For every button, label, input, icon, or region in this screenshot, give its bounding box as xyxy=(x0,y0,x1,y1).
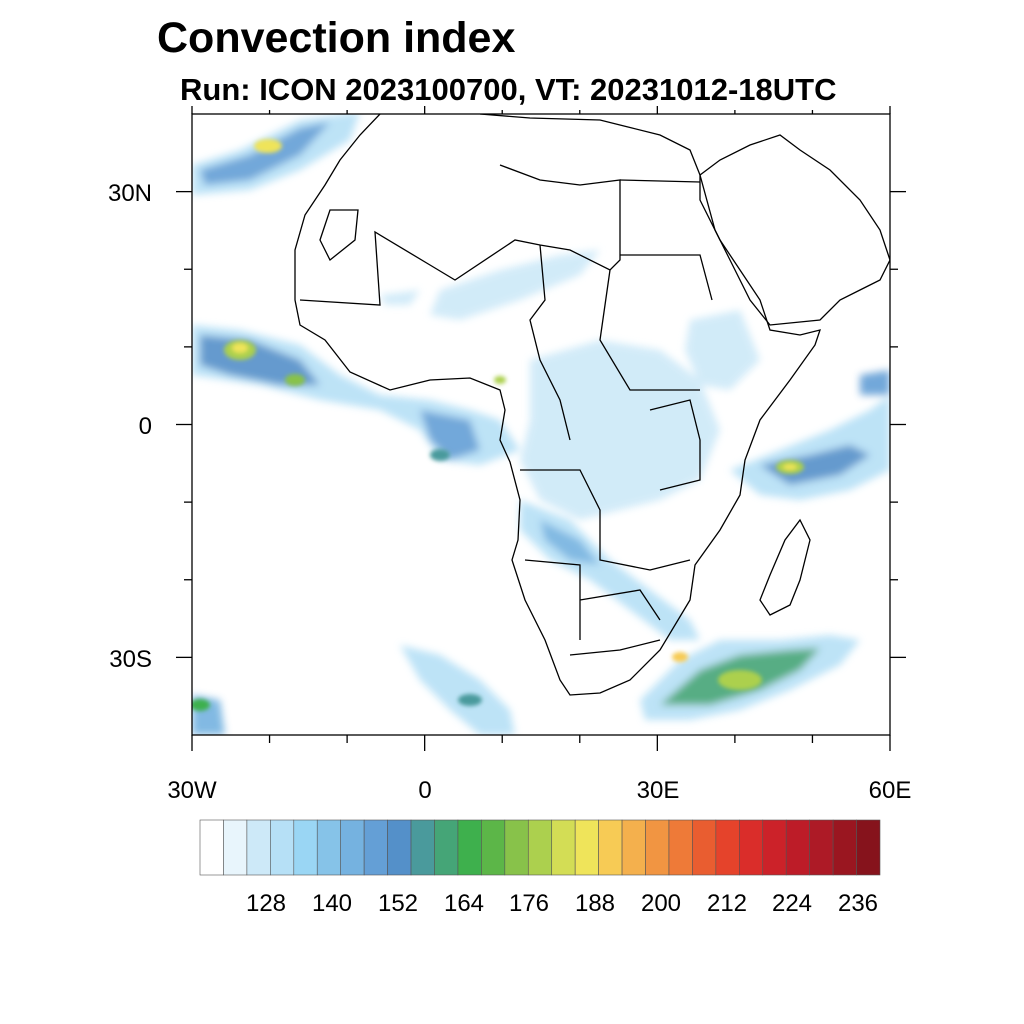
colorbar-swatch xyxy=(668,819,693,876)
colorbar-swatch xyxy=(715,819,740,876)
lat-label-30s: 30S xyxy=(109,646,152,673)
lon-label-0: 0 xyxy=(418,777,431,804)
colorbar-swatch xyxy=(809,819,834,876)
colorbar-swatch xyxy=(621,819,646,876)
colorbar-swatch xyxy=(574,819,599,876)
colorbar-swatch xyxy=(410,819,435,876)
colorbar-swatch xyxy=(598,819,623,876)
colorbar-swatch xyxy=(434,819,459,876)
colorbar-swatch xyxy=(457,819,482,876)
colorbar-swatch xyxy=(739,819,764,876)
colorbar-label-200: 200 xyxy=(641,890,681,917)
colorbar-label-164: 164 xyxy=(444,890,484,917)
colorbar-swatch xyxy=(199,819,224,876)
colorbar-swatch xyxy=(246,819,271,876)
colorbar-label-152: 152 xyxy=(378,890,418,917)
colorbar xyxy=(199,819,881,876)
colorbar-label-188: 188 xyxy=(575,890,615,917)
colorbar-swatch xyxy=(527,819,553,876)
colorbar-label-212: 212 xyxy=(707,890,747,917)
colorbar-swatch xyxy=(293,819,318,876)
colorbar-labels: 128 140 152 164 176 188 200 212 224 236 xyxy=(246,890,878,917)
colorbar-label-176: 176 xyxy=(509,890,549,917)
convection-field xyxy=(192,114,890,735)
lon-label-30e: 30E xyxy=(637,777,680,804)
lat-label-0: 0 xyxy=(139,413,152,440)
colorbar-swatch xyxy=(387,819,412,876)
colorbar-swatch xyxy=(551,819,576,876)
colorbar-swatch xyxy=(832,819,857,876)
map-subtitle: Run: ICON 2023100700, VT: 20231012-18UTC xyxy=(180,72,837,107)
colorbar-swatch xyxy=(645,819,670,876)
lon-label-60e: 60E xyxy=(869,777,912,804)
colorbar-swatch xyxy=(762,819,787,876)
axis-ticks xyxy=(176,106,906,751)
colorbar-swatch xyxy=(504,819,529,876)
coastlines-borders xyxy=(294,114,890,696)
colorbar-swatch xyxy=(856,819,881,876)
lat-label-30n: 30N xyxy=(108,180,152,207)
colorbar-label-140: 140 xyxy=(312,890,352,917)
colorbar-swatch xyxy=(481,819,506,876)
colorbar-swatch xyxy=(340,819,365,876)
colorbar-swatch xyxy=(785,819,810,876)
colorbar-swatch xyxy=(270,819,295,876)
map-title: Convection index xyxy=(157,14,516,62)
colorbar-label-224: 224 xyxy=(772,890,812,917)
colorbar-swatch xyxy=(223,819,248,876)
colorbar-label-128: 128 xyxy=(246,890,286,917)
colorbar-label-236: 236 xyxy=(838,890,878,917)
colorbar-swatch xyxy=(363,819,388,876)
lon-label-30w: 30W xyxy=(167,777,217,804)
colorbar-swatch xyxy=(692,819,717,876)
colorbar-swatch xyxy=(316,819,341,876)
